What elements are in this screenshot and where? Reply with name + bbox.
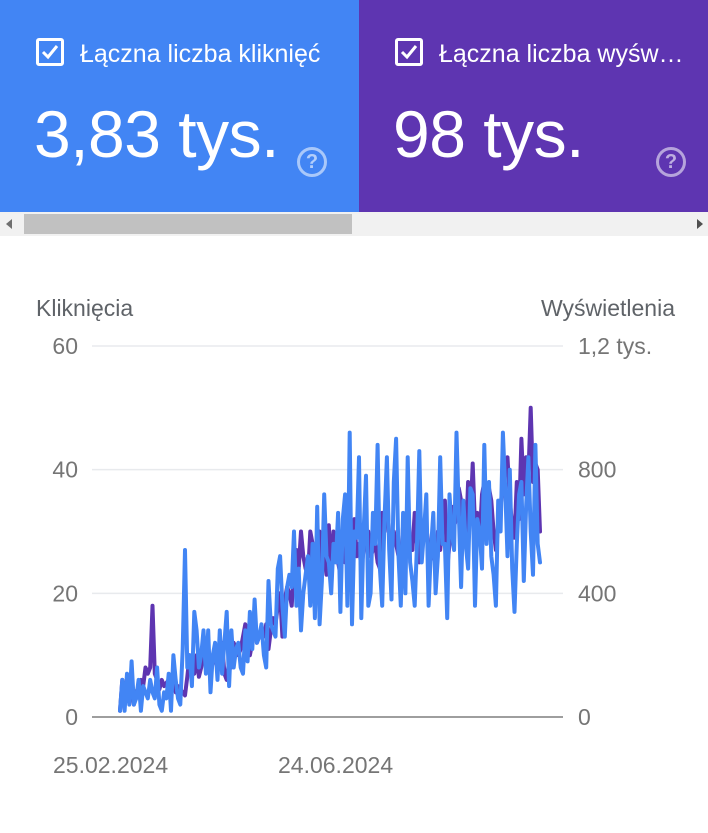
help-icon[interactable]: ? bbox=[297, 147, 327, 177]
scroll-left-arrow-icon[interactable] bbox=[6, 219, 12, 229]
scroll-right-arrow-icon[interactable] bbox=[697, 219, 703, 229]
scrollbar-thumb[interactable] bbox=[24, 214, 352, 234]
x-tick-label: 24.06.2024 bbox=[278, 752, 393, 778]
x-tick-label: 25.02.2024 bbox=[53, 752, 168, 778]
help-icon[interactable]: ? bbox=[656, 147, 686, 177]
clicks-series-line bbox=[118, 430, 542, 713]
left-tick-label: 0 bbox=[65, 704, 78, 730]
impressions-card-label: Łączna liczba wyświetleń bbox=[439, 40, 684, 68]
clicks-card-label: Łączna liczba kliknięć bbox=[80, 40, 321, 68]
clicks-checkbox[interactable] bbox=[36, 38, 64, 66]
checkmark-icon bbox=[41, 45, 59, 60]
left-tick-label: 60 bbox=[52, 333, 78, 359]
right-tick-label: 1,2 tys. bbox=[578, 333, 652, 359]
left-axis-title: Kliknięcia bbox=[36, 295, 133, 321]
impressions-checkbox[interactable] bbox=[395, 38, 423, 66]
right-tick-label: 0 bbox=[578, 704, 591, 730]
impressions-card[interactable]: Łączna liczba wyświetleń 98 tys. ? bbox=[359, 0, 708, 212]
right-axis-title: Wyświetlenia bbox=[541, 295, 675, 321]
left-tick-label: 20 bbox=[52, 580, 78, 606]
metric-cards: Łączna liczba kliknięć 3,83 tys. ? Łączn… bbox=[0, 0, 708, 212]
clicks-card-value: 3,83 tys. bbox=[34, 97, 279, 171]
left-tick-label: 40 bbox=[52, 457, 78, 483]
impressions-card-value: 98 tys. bbox=[393, 97, 584, 171]
right-tick-label: 800 bbox=[578, 457, 616, 483]
clicks-card[interactable]: Łączna liczba kliknięć 3,83 tys. ? bbox=[0, 0, 359, 212]
horizontal-scrollbar[interactable] bbox=[0, 212, 708, 236]
checkmark-icon bbox=[400, 45, 418, 60]
right-tick-label: 400 bbox=[578, 580, 616, 606]
performance-chart: Kliknięcia Wyświetlenia 0 20 40 60 0 400 800 1,2 … bbox=[36, 295, 675, 778]
